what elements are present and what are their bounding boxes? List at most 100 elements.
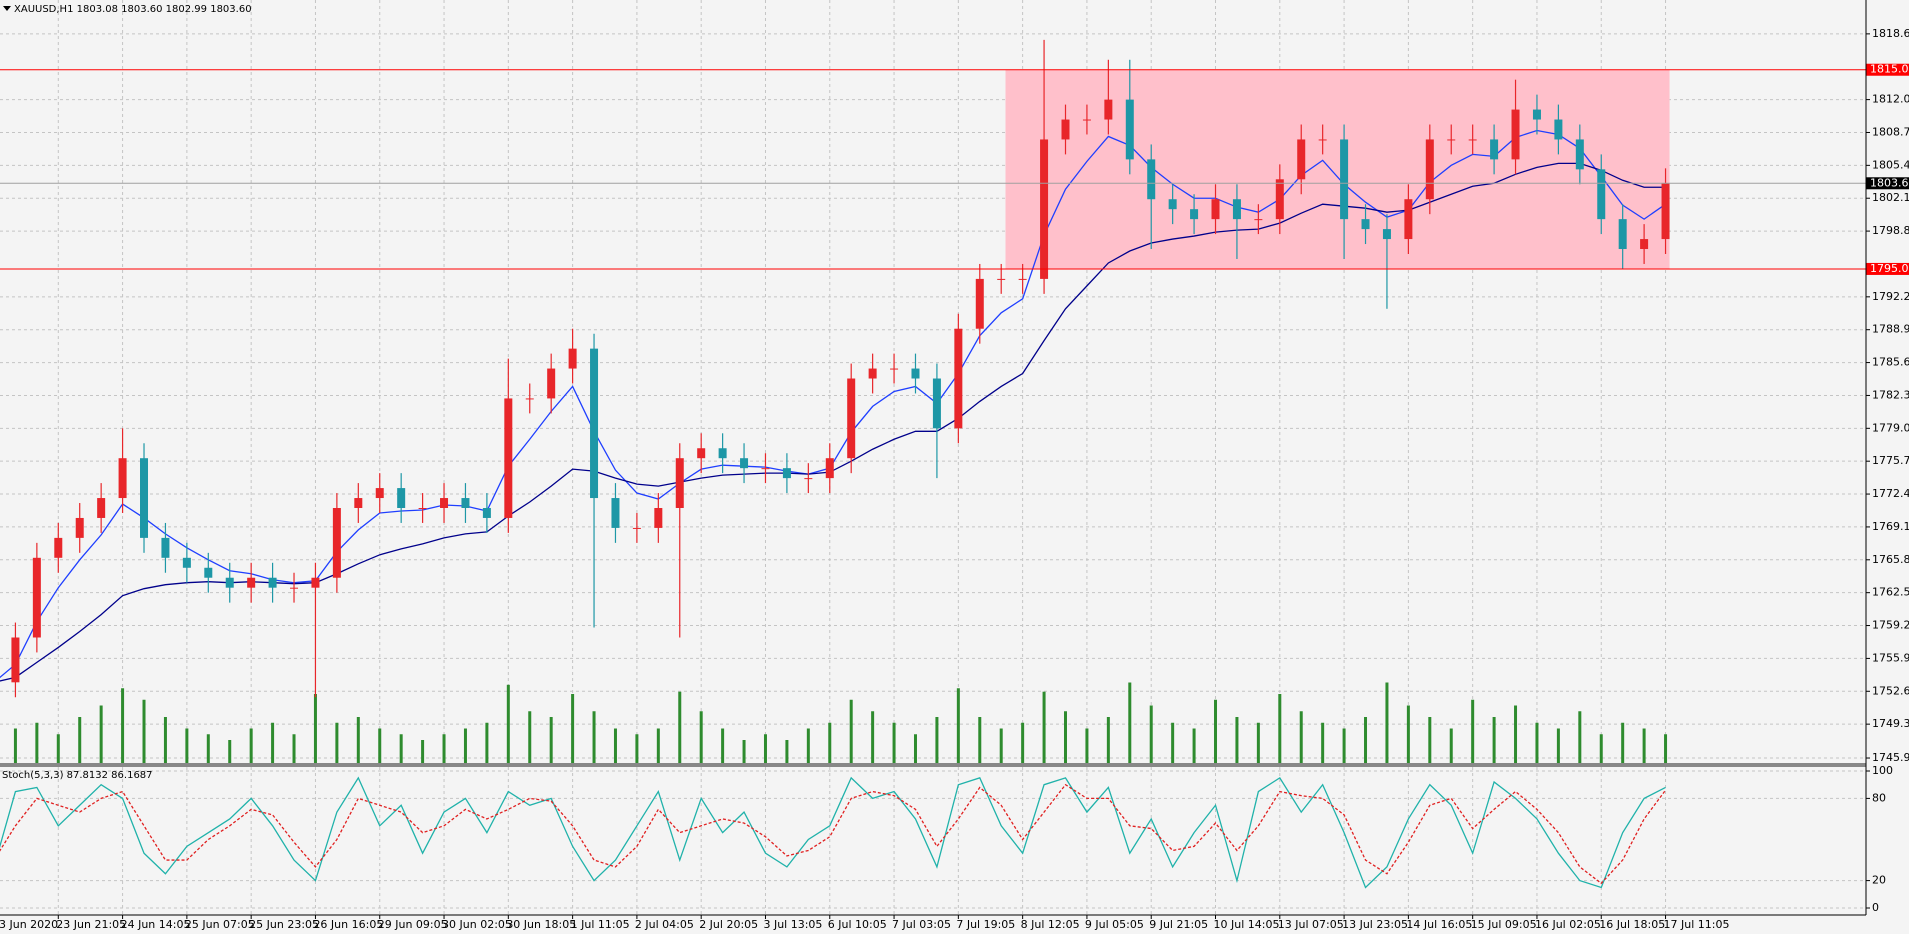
candle-body <box>32 557 41 638</box>
x-tick-label: 16 Jul 02:05 <box>1535 918 1601 931</box>
candle-body <box>1597 169 1606 220</box>
x-tick-label: 25 Jun 07:05 <box>185 918 255 931</box>
volume-bar <box>463 728 467 763</box>
candle-body <box>1425 139 1434 200</box>
volume-bar <box>656 728 660 763</box>
candle-body <box>482 508 491 518</box>
candle-body <box>675 458 684 509</box>
candle-body <box>1468 139 1477 141</box>
volume-bar <box>228 740 232 763</box>
volume-bar <box>913 734 917 763</box>
volume-bar <box>13 728 17 763</box>
x-tick-label: 8 Jul 12:05 <box>1021 918 1080 931</box>
y-tick-label: 0 <box>1872 901 1879 914</box>
volume-bar <box>1428 717 1432 763</box>
volume-bar <box>1385 682 1389 763</box>
candle-body <box>932 378 941 429</box>
volume-bar <box>506 684 510 763</box>
x-tick-label: 30 Jun 02:05 <box>442 918 512 931</box>
x-tick-label: 17 Jul 11:05 <box>1664 918 1730 931</box>
current-price-label: 1803.60 <box>1870 176 1909 189</box>
volume-bar <box>528 711 532 763</box>
volume-bar <box>1642 728 1646 763</box>
x-tick-label: 13 Jul 07:05 <box>1278 918 1344 931</box>
volume-bar <box>978 717 982 763</box>
x-tick-label: 7 Jul 19:05 <box>956 918 1015 931</box>
stoch-panel <box>0 767 1866 915</box>
candle-body <box>1190 209 1199 220</box>
volume-bar <box>1342 728 1346 763</box>
y-tick-label: 20 <box>1872 874 1886 887</box>
volume-bar <box>549 717 553 763</box>
candle-body <box>1661 183 1670 240</box>
volume-bar <box>1042 691 1046 763</box>
x-tick-label: 14 Jul 16:05 <box>1406 918 1472 931</box>
volume-bar <box>1578 711 1582 763</box>
candle-body <box>1340 139 1349 220</box>
volume-bar <box>142 699 146 763</box>
candle-body <box>590 348 599 499</box>
y-tick-label: 1745.90 <box>1872 751 1909 764</box>
volume-bar <box>206 734 210 763</box>
candle-body <box>1382 229 1391 240</box>
y-tick-label: 1818.60 <box>1872 27 1909 40</box>
stoch-signal <box>0 783 1667 885</box>
volume-bar <box>1492 717 1496 763</box>
candle-body <box>1404 199 1413 240</box>
candle-body <box>1125 99 1134 160</box>
y-tick-label: 100 <box>1872 764 1893 777</box>
candle-body <box>1361 219 1370 230</box>
volume-bar <box>1235 717 1239 763</box>
x-tick-label: 7 Jul 03:05 <box>892 918 951 931</box>
volume-bar <box>271 722 275 763</box>
y-tick-label: 1749.30 <box>1872 717 1909 730</box>
level-label-box <box>1866 63 1909 76</box>
x-tick-label: 10 Jul 14:05 <box>1214 918 1280 931</box>
candle-body <box>1318 139 1327 141</box>
volume-bar <box>699 711 703 763</box>
stoch-main <box>0 776 1666 889</box>
y-tick-label: 1792.20 <box>1872 290 1909 303</box>
candle-body <box>1232 199 1241 220</box>
volume-bar <box>1599 734 1603 763</box>
candle-body <box>1447 139 1456 141</box>
y-tick-label: 1805.40 <box>1872 158 1909 171</box>
candle-body <box>504 398 513 518</box>
y-tick-label: 1772.40 <box>1872 487 1909 500</box>
y-tick-label: 1759.20 <box>1872 619 1909 632</box>
y-tick-label: 1779.00 <box>1872 421 1909 434</box>
volume-bar <box>1192 728 1196 763</box>
volume-bar <box>1449 728 1453 763</box>
main-panel <box>0 0 1866 763</box>
y-tick-label: 1788.90 <box>1872 323 1909 336</box>
candle-body <box>1168 199 1177 210</box>
volume-bar <box>849 699 853 763</box>
volume-bar <box>785 740 789 763</box>
x-tick-label: 1 Jul 11:05 <box>571 918 630 931</box>
volume-bar <box>571 694 575 763</box>
candle-body <box>654 508 663 528</box>
level-label-box <box>1866 262 1909 275</box>
level-label: 1815.00 <box>1870 63 1909 76</box>
candle-body <box>1297 139 1306 180</box>
x-tick-label: 25 Jun 23:05 <box>249 918 319 931</box>
volume-bar <box>1364 717 1368 763</box>
candle-body <box>975 278 984 329</box>
candle-body <box>611 498 620 528</box>
candle-body <box>140 458 149 538</box>
volume-bar <box>1321 722 1325 763</box>
y-tick-label: 1802.10 <box>1872 191 1909 204</box>
candle-body <box>1575 139 1584 170</box>
candle-body <box>1040 139 1049 279</box>
candle-body <box>1511 109 1520 160</box>
volume-bar <box>1535 722 1539 763</box>
candle-body <box>718 448 727 459</box>
candle-body <box>54 537 63 558</box>
y-tick-label: 1785.60 <box>1872 356 1909 369</box>
volume-bar <box>613 728 617 763</box>
volume-bar <box>1064 711 1067 763</box>
x-tick-label: 15 Jul 09:05 <box>1471 918 1537 931</box>
y-tick-label: 1808.70 <box>1872 125 1909 138</box>
candle-body <box>1275 179 1284 220</box>
candle-body <box>782 468 791 479</box>
